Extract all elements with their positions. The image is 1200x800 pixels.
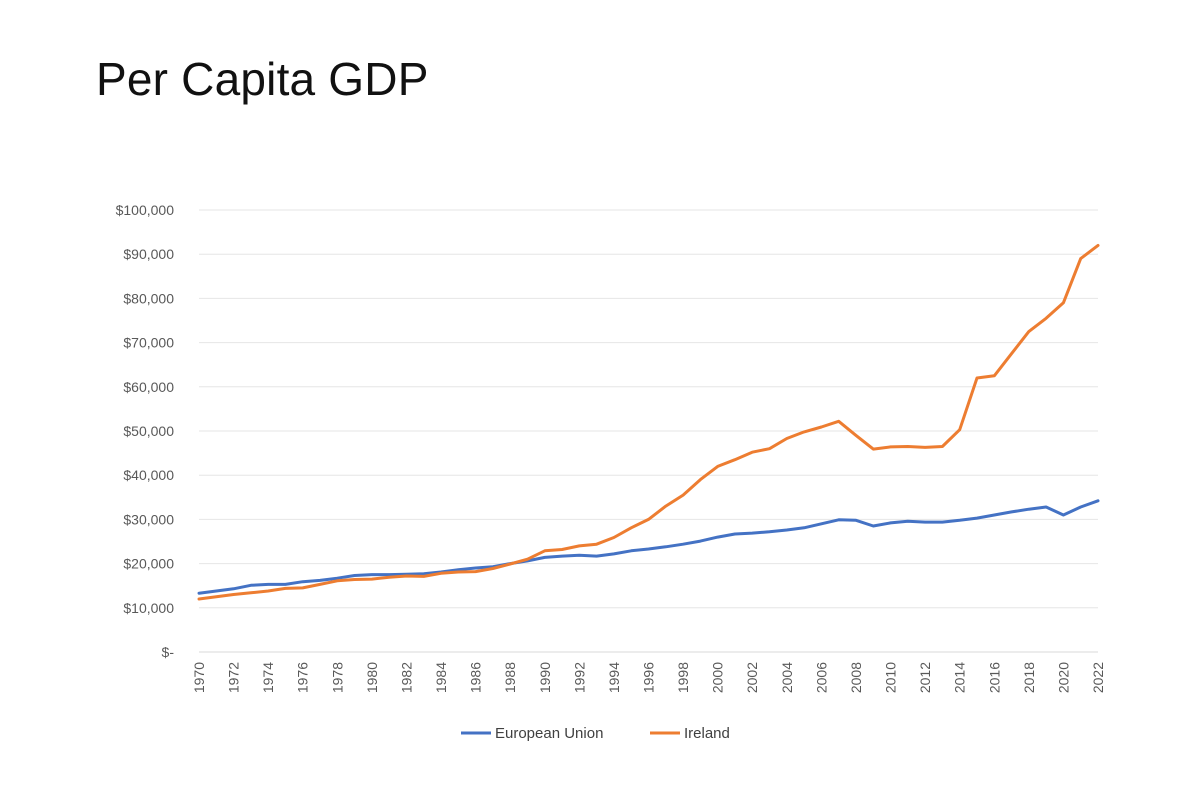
x-tick-label: 1988: [502, 662, 518, 693]
x-tick-label: 1970: [191, 662, 207, 693]
x-tick-label: 1984: [433, 662, 449, 693]
x-tick-label: 1974: [260, 662, 276, 693]
y-tick-label: $-: [162, 644, 175, 660]
x-tick-label: 1986: [468, 662, 484, 693]
y-tick-label: $80,000: [123, 290, 174, 306]
y-tick-label: $70,000: [123, 335, 174, 351]
x-tick-label: 1980: [364, 662, 380, 693]
x-tick-label: 1998: [675, 662, 691, 693]
x-tick-label: 1976: [295, 662, 311, 693]
x-tick-label: 1972: [226, 662, 242, 693]
y-tick-label: $100,000: [116, 202, 175, 218]
x-tick-label: 1992: [571, 662, 587, 693]
y-tick-label: $30,000: [123, 511, 174, 527]
y-tick-label: $10,000: [123, 600, 174, 616]
y-axis-tick-labels: $- $10,000 $20,000 $30,000 $40,000 $50,000 $60…: [116, 202, 175, 660]
x-tick-label: 1982: [398, 662, 414, 693]
slide-title: Per Capita GDP: [96, 53, 429, 105]
x-tick-label: 2008: [848, 662, 864, 693]
x-tick-label: 2022: [1090, 662, 1106, 693]
x-axis-tick-labels: 1970 1972 1974 1976 1978 1980 1982 1984 1986 1988…: [191, 662, 1106, 693]
x-tick-label: 2002: [744, 662, 760, 693]
x-tick-label: 2012: [917, 662, 933, 693]
x-tick-label: 2014: [952, 662, 968, 693]
y-tick-label: $60,000: [123, 379, 174, 395]
x-tick-label: 2006: [813, 662, 829, 693]
series-line-ireland: [197, 243, 1100, 601]
y-tick-label: $40,000: [123, 467, 174, 483]
x-tick-label: 1996: [641, 662, 657, 693]
series-line-european-union: [197, 499, 1100, 595]
y-tick-label: $90,000: [123, 246, 174, 262]
legend-label: Ireland: [684, 725, 730, 742]
x-tick-label: 1990: [537, 662, 553, 693]
x-tick-label: 1978: [329, 662, 345, 693]
y-tick-label: $50,000: [123, 423, 174, 439]
legend: European Union Ireland: [461, 725, 730, 742]
y-tick-label: $20,000: [123, 556, 174, 572]
x-tick-label: 2004: [779, 662, 795, 693]
x-tick-label: 2018: [1021, 662, 1037, 693]
legend-label: European Union: [495, 725, 603, 742]
x-tick-label: 2010: [883, 662, 899, 693]
x-tick-label: 1994: [606, 662, 622, 693]
x-tick-label: 2016: [986, 662, 1002, 693]
x-tick-label: 2020: [1055, 662, 1071, 693]
series-lines: [197, 243, 1100, 601]
gridlines: [199, 209, 1098, 653]
x-tick-label: 2000: [710, 662, 726, 693]
